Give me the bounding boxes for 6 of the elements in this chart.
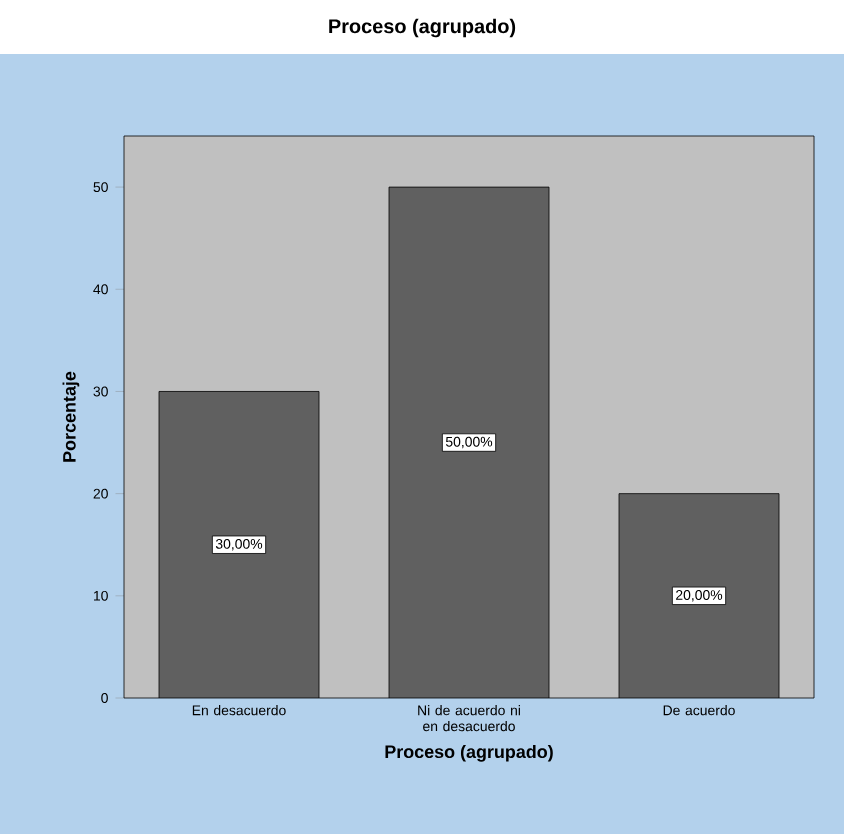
y-axis-title: Porcentaje xyxy=(62,371,80,462)
bar xyxy=(618,493,780,698)
chart-title: Proceso (agrupado) xyxy=(329,18,516,38)
bar xyxy=(158,391,320,698)
bar xyxy=(388,186,550,698)
x-axis-title: Proceso (agrupado) xyxy=(385,744,553,762)
